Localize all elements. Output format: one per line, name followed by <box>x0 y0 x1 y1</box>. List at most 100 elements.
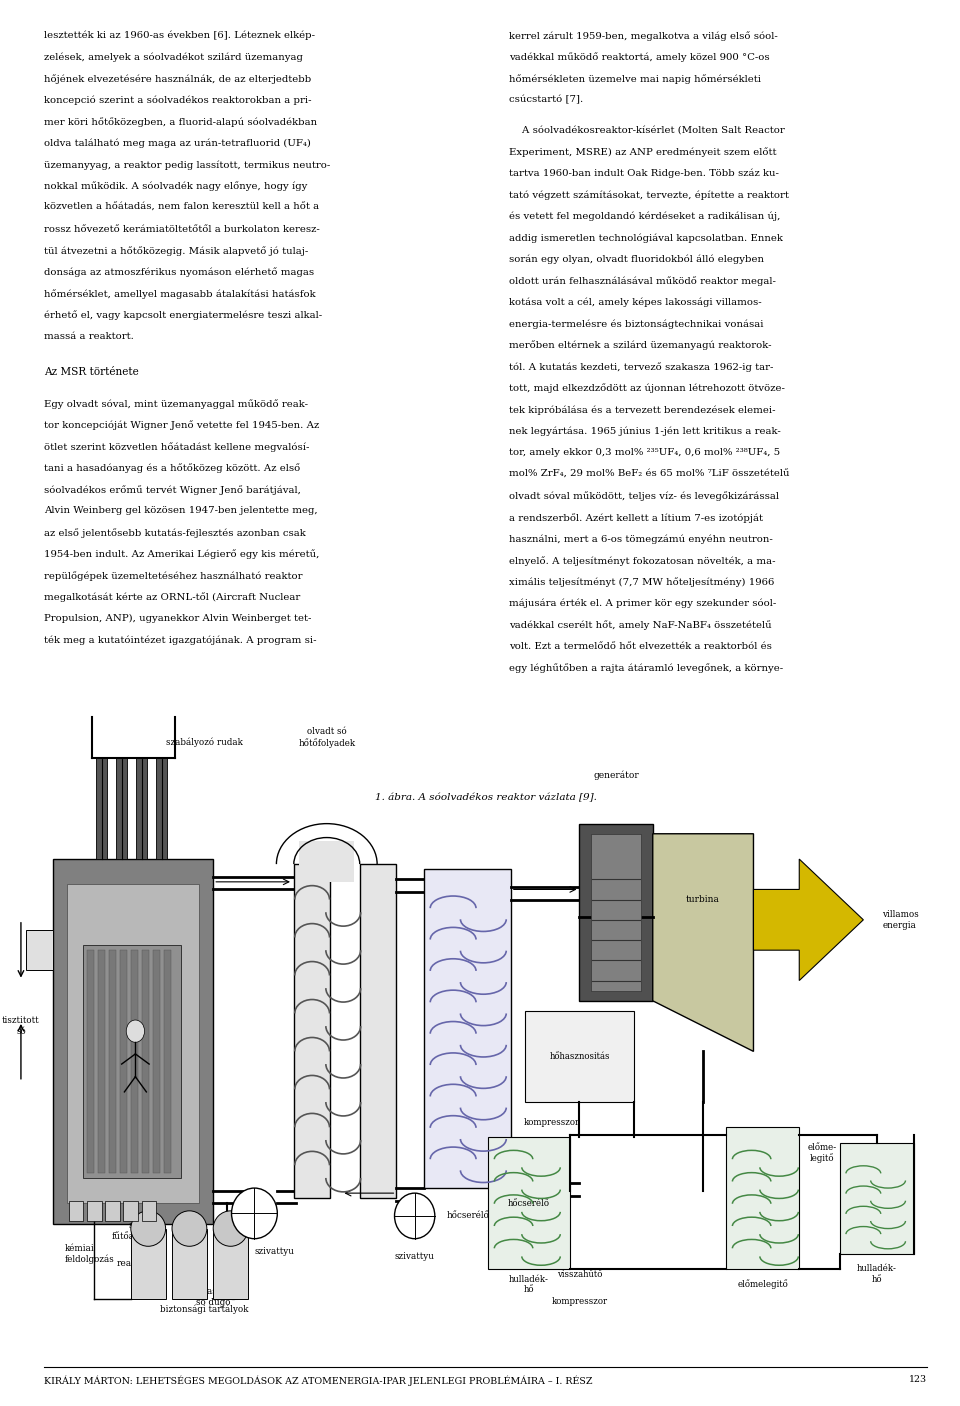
Text: lesztették ki az 1960-as években [6]. Léteznek elkép-: lesztették ki az 1960-as években [6]. Lé… <box>44 31 315 41</box>
Text: tül átvezetni a hőtőközegig. Másik alapvető jó tulaj-: tül átvezetni a hőtőközegig. Másik alapv… <box>44 246 308 256</box>
Text: volt. Ezt a termelődő hőt elvezették a reaktorból és: volt. Ezt a termelődő hőt elvezették a r… <box>509 643 772 651</box>
Bar <box>26 929 53 970</box>
Text: csúcstartó [7].: csúcstartó [7]. <box>509 96 584 104</box>
Text: kompresszor: kompresszor <box>551 1298 608 1306</box>
Bar <box>66 884 200 1204</box>
Text: előme-
legitő: előme- legitő <box>807 1143 837 1163</box>
Ellipse shape <box>213 1211 248 1246</box>
Text: hőmérséklet, amellyel magasabb átalakítási hatásfok: hőmérséklet, amellyel magasabb átalakítá… <box>44 290 316 299</box>
Text: kémiai
feldolgozás: kémiai feldolgozás <box>65 1244 114 1264</box>
Text: merőben eltérnek a szilárd üzemanyagú reaktorok-: merőben eltérnek a szilárd üzemanyagú re… <box>509 340 772 350</box>
Bar <box>84 945 181 1178</box>
Text: olvadt só
hőtőfolyadek: olvadt só hőtőfolyadek <box>299 727 355 748</box>
Text: 1954-ben indult. Az Amerikai Légierő egy kis méretű,: 1954-ben indult. Az Amerikai Légierő egy… <box>44 550 320 560</box>
Text: zelések, amelyek a sóolvadékot szilárd üzemanyag: zelések, amelyek a sóolvadékot szilárd ü… <box>44 52 303 62</box>
Text: A sóolvadékosreaktor-kísérlet (Molten Salt Reactor: A sóolvadékosreaktor-kísérlet (Molten Sa… <box>509 125 785 135</box>
Bar <box>726 1128 800 1270</box>
Text: rossz hővezető kerámiatöltetőtől a burkolaton keresz-: rossz hővezető kerámiatöltetőtől a burko… <box>44 225 320 233</box>
Text: sóolvadékos erőmű tervét Wigner Jenő barátjával,: sóolvadékos erőmű tervét Wigner Jenő bar… <box>44 485 301 495</box>
Text: repülőgépek üzemeltetéséhez használható reaktor: repülőgépek üzemeltetéséhez használható … <box>44 571 302 581</box>
Text: oldott urán felhasználásával működő reaktor megal-: oldott urán felhasználásával működő reak… <box>509 276 776 285</box>
Ellipse shape <box>131 1211 166 1246</box>
Text: hőjének elvezetésére használnák, de az elterjedtebb: hőjének elvezetésére használnák, de az e… <box>44 75 312 84</box>
Text: szivattyu: szivattyu <box>395 1251 435 1261</box>
Text: mol% ZrF₄, 29 mol% BeF₂ és 65 mol% ⁷LiF összetételű: mol% ZrF₄, 29 mol% BeF₂ és 65 mol% ⁷LiF … <box>509 470 790 479</box>
Bar <box>136 758 147 859</box>
Bar <box>86 950 94 1173</box>
Bar <box>142 950 149 1173</box>
Text: kerrel zárult 1959-ben, megalkotva a világ első sóol-: kerrel zárult 1959-ben, megalkotva a vil… <box>509 31 778 41</box>
Text: nek legyártása. 1965 június 1-jén lett kritikus a reak-: nek legyártása. 1965 június 1-jén lett k… <box>509 427 781 436</box>
Text: érhető el, vagy kapcsolt energiatermelésre teszi alkal-: érhető el, vagy kapcsolt energiatermelés… <box>44 311 323 321</box>
Text: tartva 1960-ban indult Oak Ridge-ben. Több száz ku-: tartva 1960-ban indult Oak Ridge-ben. Tö… <box>509 169 780 179</box>
Text: vadékkal működő reaktortá, amely közel 900 °C-os: vadékkal működő reaktortá, amely közel 9… <box>509 52 770 62</box>
Text: olvadt sóval működött, teljes víz- és levegőkizárással: olvadt sóval működött, teljes víz- és le… <box>509 491 780 501</box>
Text: só
fűtőanyag: só fűtőanyag <box>111 1220 156 1241</box>
Text: hőcserélő: hőcserélő <box>508 1199 550 1208</box>
Text: a rendszerből. Azért kellett a lítium 7-es izotópját: a rendszerből. Azért kellett a lítium 7-… <box>509 513 763 523</box>
Text: mer köri hőtőközegben, a fluorid-alapú sóolvadékban: mer köri hőtőközegben, a fluorid-alapú s… <box>44 117 318 127</box>
Text: villamos
energia: villamos energia <box>881 910 919 929</box>
Text: massá a reaktort.: massá a reaktort. <box>44 332 134 342</box>
Text: Egy olvadt sóval, mint üzemanyaggal működő reak-: Egy olvadt sóval, mint üzemanyaggal műkö… <box>44 399 308 409</box>
Text: tani a hasadóanyag és a hőtőközeg között. Az első: tani a hasadóanyag és a hőtőközeg között… <box>44 464 300 472</box>
Bar <box>294 865 330 1198</box>
Text: ötlet szerint közvetlen hőátadást kellene megvalósí-: ötlet szerint közvetlen hőátadást kellen… <box>44 441 310 451</box>
Text: generátor: generátor <box>593 770 639 780</box>
Text: hulladék-
hő: hulladék- hő <box>509 1275 549 1294</box>
Text: nokkal működik. A sóolvadék nagy előnye, hogy így: nokkal működik. A sóolvadék nagy előnye,… <box>44 181 308 191</box>
Text: visszahűtő: visszahűtő <box>557 1270 602 1278</box>
Text: 1. ábra. A sóolvadékos reaktor vázlata [9].: 1. ábra. A sóolvadékos reaktor vázlata [… <box>374 793 596 803</box>
Polygon shape <box>653 834 754 1052</box>
Text: tól. A kutatás kezdeti, tervező szakasza 1962-ig tar-: tól. A kutatás kezdeti, tervező szakasza… <box>509 363 774 373</box>
Text: során egy olyan, olvadt fluoridokból álló elegyben: során egy olyan, olvadt fluoridokból áll… <box>509 254 764 264</box>
Text: Alvin Weinberg gel közösen 1947-ben jelentette meg,: Alvin Weinberg gel közösen 1947-ben jele… <box>44 506 318 516</box>
Text: használni, mert a 6-os tömegzámú enyéhn neutron-: használni, mert a 6-os tömegzámú enyéhn … <box>509 534 773 544</box>
Text: üzemanyyag, a reaktor pedig lassított, termikus neutro-: üzemanyyag, a reaktor pedig lassított, t… <box>44 160 330 170</box>
Bar <box>108 950 116 1173</box>
Bar <box>131 1229 166 1299</box>
Text: ximális teljesítményt (7,7 MW hőteljesítmény) 1966: ximális teljesítményt (7,7 MW hőteljesít… <box>509 578 775 588</box>
Ellipse shape <box>126 1019 145 1042</box>
Text: májusára érték el. A primer kör egy szekunder sóol-: májusára érték el. A primer kör egy szek… <box>509 599 777 609</box>
Text: hulladék-
hő: hulladék- hő <box>857 1264 897 1284</box>
Text: közvetlen a hőátadás, nem falon keresztül kell a hőt a: közvetlen a hőátadás, nem falon keresztü… <box>44 202 320 212</box>
Text: tató végzett számításokat, tervezte, építette a reaktort: tató végzett számításokat, tervezte, épí… <box>509 190 789 200</box>
Text: energia-termelésre és biztonságtechnikai vonásai: energia-termelésre és biztonságtechnikai… <box>509 319 764 329</box>
Bar <box>172 1229 206 1299</box>
Text: előmelegitő: előmelegitő <box>737 1279 788 1289</box>
Bar <box>156 758 167 859</box>
Ellipse shape <box>395 1194 435 1239</box>
Text: hőcserélő: hőcserélő <box>446 1212 490 1220</box>
Ellipse shape <box>172 1211 206 1246</box>
Ellipse shape <box>231 1188 277 1239</box>
Polygon shape <box>754 859 863 980</box>
Bar <box>142 1201 156 1220</box>
Text: hőmérsékleten üzemelve mai napig hőmérsékleti: hőmérsékleten üzemelve mai napig hőmérsé… <box>509 75 761 84</box>
Bar <box>131 950 138 1173</box>
Text: donsága az atmoszférikus nyomáson elérhető magas: donsága az atmoszférikus nyomáson elérhe… <box>44 267 315 277</box>
Text: tisztitott
só: tisztitott só <box>2 1017 39 1036</box>
Text: kompresszor: kompresszor <box>524 1118 580 1126</box>
Text: biztonsági tartályok: biztonsági tartályok <box>159 1305 249 1315</box>
Text: hőhasznositás: hőhasznositás <box>549 1052 610 1062</box>
Text: egy léghűtőben a rajta átáramló levegőnek, a környe-: egy léghűtőben a rajta átáramló levegőne… <box>509 664 783 673</box>
Text: és vetett fel megoldandó kérdéseket a radikálisan új,: és vetett fel megoldandó kérdéseket a ra… <box>509 212 780 221</box>
Bar <box>96 758 107 859</box>
Text: megalkotását kérte az ORNL-től (Aircraft Nuclear: megalkotását kérte az ORNL-től (Aircraft… <box>44 592 300 602</box>
Bar <box>360 865 396 1198</box>
Bar <box>106 1201 120 1220</box>
Text: Propulsion, ANP), ugyanekkor Alvin Weinberget tet-: Propulsion, ANP), ugyanekkor Alvin Weinb… <box>44 614 312 623</box>
Bar <box>591 834 641 991</box>
Bar <box>524 1011 635 1102</box>
Bar <box>164 950 171 1173</box>
Text: Az MSR története: Az MSR története <box>44 367 139 377</box>
Text: koncepció szerint a sóolvadékos reaktorokban a pri-: koncepció szerint a sóolvadékos reaktoro… <box>44 96 312 105</box>
Text: oldva található meg maga az urán-tetrafluorid (UF₄): oldva található meg maga az urán-tetrafl… <box>44 138 311 148</box>
Text: 123: 123 <box>909 1375 926 1384</box>
Bar <box>840 1143 914 1254</box>
Text: ték meg a kutatóintézet igazgatójának. A program si-: ték meg a kutatóintézet igazgatójának. A… <box>44 636 317 645</box>
Bar <box>98 950 106 1173</box>
Text: KIRÁLY MÁRTON: LEHETSÉGES MEGOLDÁSOK AZ ATOMENERGIA-IPAR JELENLEGI PROBLÉMÁIRA –: KIRÁLY MÁRTON: LEHETSÉGES MEGOLDÁSOK AZ … <box>44 1375 593 1385</box>
Text: reaktor: reaktor <box>116 1260 151 1268</box>
